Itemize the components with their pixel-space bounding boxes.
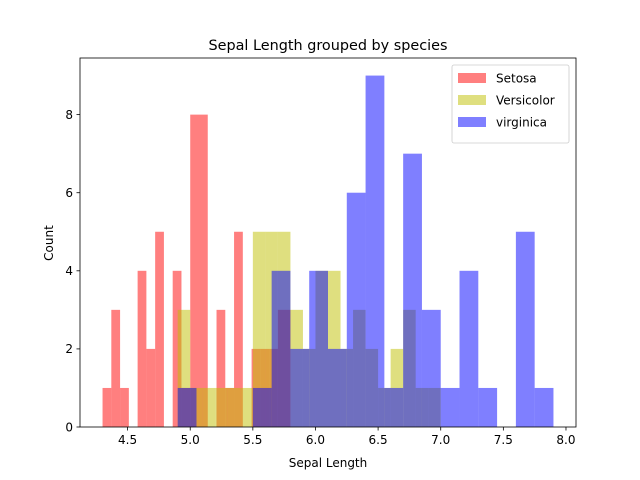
bar-virginica-1: [252, 387, 272, 427]
legend-swatch-virginica: [458, 117, 486, 127]
x-axis-label: Sepal Length: [289, 456, 368, 470]
bar-setosa-8: [190, 114, 199, 427]
bar-virginica-13: [478, 387, 498, 427]
bar-setosa-3: [137, 270, 147, 427]
y-tick-label: 6: [65, 186, 73, 200]
legend-swatch-setosa: [458, 73, 486, 83]
legend-label-virginica: virginica: [496, 116, 547, 130]
bar-virginica-12: [459, 270, 479, 427]
x-axis-ticks: 4.5 5.0 5.5 6.0 6.5 7.0 7.5 8.0: [118, 427, 576, 447]
x-tick-label: 5.5: [243, 433, 262, 447]
bar-setosa-5: [155, 231, 164, 427]
bar-virginica-8: [384, 387, 404, 427]
bar-virginica-4: [309, 270, 328, 427]
bar-virginica-2: [271, 270, 291, 427]
legend-label-setosa: Setosa: [496, 72, 537, 86]
y-axis-label: Count: [42, 225, 56, 261]
y-tick-label: 8: [65, 108, 73, 122]
bar-setosa-9: [198, 114, 208, 427]
histogram-bars: [102, 75, 554, 428]
bar-virginica-15: [534, 387, 554, 427]
bar-virginica-0: [177, 387, 197, 427]
bar-setosa-1: [111, 309, 121, 427]
bar-versicolor-5: [240, 387, 253, 427]
x-tick-label: 7.5: [494, 433, 513, 447]
x-tick-label: 4.5: [118, 433, 137, 447]
y-tick-label: 0: [65, 420, 73, 434]
chart-title: Sepal Length grouped by species: [208, 38, 447, 54]
y-tick-label: 4: [65, 264, 73, 278]
bar-setosa-0: [102, 387, 112, 427]
x-tick-label: 8.0: [556, 433, 575, 447]
y-tick-label: 2: [65, 342, 73, 356]
bar-versicolor-4: [227, 387, 241, 427]
x-tick-label: 7.0: [431, 433, 450, 447]
y-axis-ticks: 0 2 4 6 8: [65, 108, 80, 434]
x-tick-label: 5.0: [181, 433, 200, 447]
x-tick-label: 6.5: [369, 433, 388, 447]
bar-setosa-4: [146, 348, 156, 427]
legend-swatch-versicolor: [458, 95, 486, 105]
bar-virginica-5: [328, 348, 347, 427]
bar-versicolor-3: [215, 387, 228, 427]
bar-virginica-3: [290, 348, 310, 427]
bar-setosa-12: [234, 231, 243, 427]
bar-virginica-11: [440, 387, 460, 427]
bar-versicolor-2: [202, 387, 216, 427]
legend-label-versicolor: Versicolor: [496, 94, 555, 108]
plot-frame: [79, 57, 577, 428]
legend: Setosa Versicolor virginica: [451, 64, 570, 144]
x-tick-label: 6.0: [306, 433, 325, 447]
bar-setosa-10: [216, 309, 226, 427]
bar-virginica-7: [365, 75, 385, 428]
bar-virginica-14: [515, 231, 535, 427]
bar-virginica-9: [403, 153, 422, 427]
bar-setosa-2: [120, 387, 129, 427]
bar-virginica-6: [346, 192, 366, 427]
bar-versicolor-6: [252, 231, 266, 427]
bar-virginica-10: [421, 309, 441, 427]
bar-setosa-6: [172, 270, 182, 427]
